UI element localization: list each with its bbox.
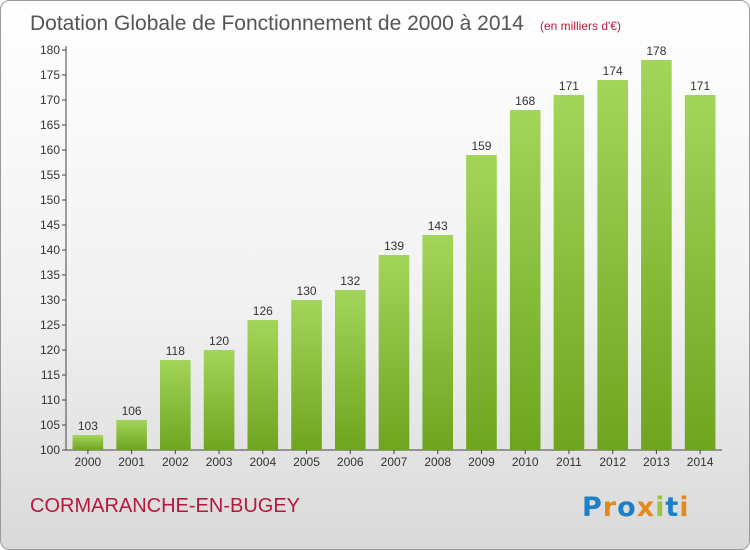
y-tick-label: 155: [40, 168, 60, 182]
bar-value-label: 174: [603, 64, 623, 78]
bar-value-label: 103: [78, 419, 98, 433]
chart-subtitle: (en milliers d'€): [540, 19, 621, 33]
y-tick-label: 135: [40, 268, 60, 282]
bar-value-label: 126: [253, 304, 273, 318]
y-tick-label: 140: [40, 243, 60, 257]
bar-value-label: 168: [515, 94, 535, 108]
bar-2002: [160, 360, 191, 450]
y-tick-label: 170: [40, 93, 60, 107]
bar-value-label: 106: [122, 404, 142, 418]
bar-2010: [509, 110, 541, 450]
bar-value-label: 159: [471, 139, 491, 153]
x-tick-label: 2014: [687, 455, 714, 469]
bar-2004: [247, 320, 279, 450]
y-axis: 100 105 110 115 120 125 130 135 140 145 150 155 160 1…: [40, 43, 67, 457]
x-tick-label: 2004: [249, 455, 276, 469]
x-tick-label: 2011: [556, 455, 582, 469]
bar-value-label: 171: [559, 79, 579, 93]
bar-value-label: 130: [297, 284, 317, 298]
bar-2012: [597, 80, 628, 450]
y-tick-label: 130: [40, 293, 60, 307]
y-tick-label: 115: [41, 368, 60, 382]
y-tick-label: 150: [40, 193, 60, 207]
bar-2009: [466, 155, 497, 450]
x-tick-label: 2008: [424, 455, 451, 469]
proxiti-logo: Proxiti: [582, 492, 690, 523]
bar-value-label: 171: [690, 79, 710, 93]
x-tick-label: 2003: [206, 455, 233, 469]
bar-2013: [641, 60, 672, 450]
bar-2007: [378, 255, 410, 450]
x-tick-label: 2005: [293, 455, 320, 469]
x-tick-label: 2002: [162, 455, 189, 469]
y-tick-label: 175: [40, 68, 60, 82]
brand-logo-text: Proxiti: [582, 492, 690, 523]
bar-2003: [203, 350, 235, 450]
y-tick-label: 120: [40, 343, 60, 357]
x-tick-label: 2000: [75, 455, 102, 469]
y-tick-label: 165: [40, 118, 60, 132]
y-tick-label: 110: [41, 393, 60, 407]
x-tick-label: 2006: [337, 455, 364, 469]
bar-value-label: 178: [646, 44, 666, 58]
y-tick-label: 160: [40, 143, 60, 157]
bar-2006: [334, 290, 366, 450]
y-tick-label: 125: [40, 318, 60, 332]
bar-2011: [553, 95, 585, 450]
y-tick-label: 100: [40, 443, 60, 457]
bar-2005: [291, 300, 322, 450]
bars: 103 106 118 120 126 130 132 139 143 159 168 171 174 1…: [72, 44, 716, 450]
x-tick-label: 2007: [381, 455, 408, 469]
chart-title: Dotation Globale de Fonctionnement de 20…: [30, 12, 524, 35]
bar-value-label: 143: [428, 219, 448, 233]
x-tick-label: 2012: [599, 455, 626, 469]
bar-value-label: 139: [384, 239, 404, 253]
bar-value-label: 118: [166, 344, 185, 358]
bar-2000: [72, 435, 104, 450]
place-name: CORMARANCHE-EN-BUGEY: [30, 495, 300, 517]
x-tick-label: 2009: [468, 455, 495, 469]
bar-2001: [116, 420, 147, 450]
x-tick-label: 2001: [118, 455, 145, 469]
y-tick-label: 180: [40, 43, 60, 57]
x-tick-label: 2010: [512, 455, 539, 469]
y-tick-label: 145: [40, 218, 60, 232]
bar-value-label: 120: [209, 334, 229, 348]
y-tick-label: 105: [40, 418, 60, 432]
bar-2014: [684, 95, 716, 450]
x-tick-label: 2013: [643, 455, 670, 469]
bar-2008: [422, 235, 454, 450]
bar-value-label: 132: [340, 274, 360, 288]
